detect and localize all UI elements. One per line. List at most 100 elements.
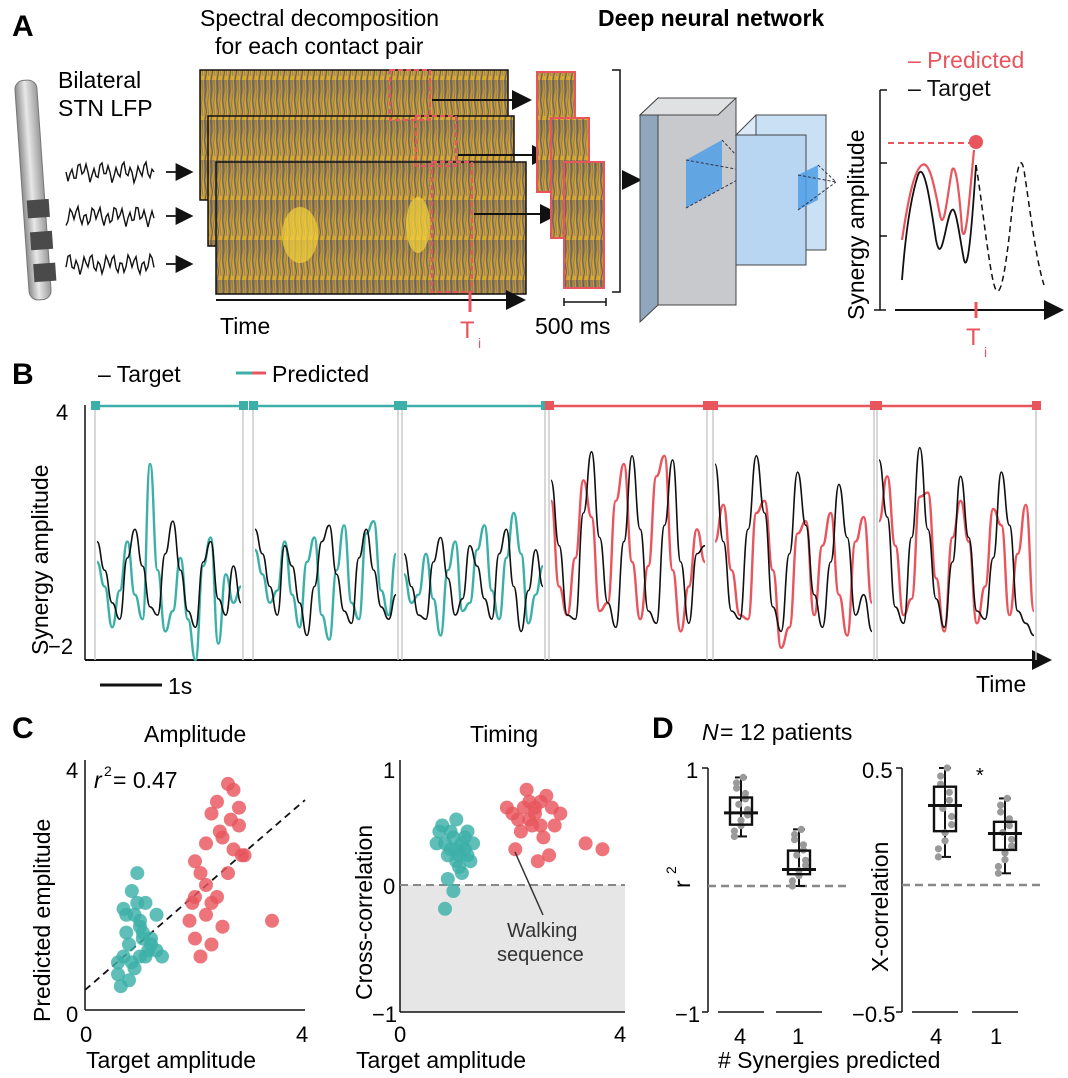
box-data-point [799, 841, 808, 849]
amp-xtick-0: 0 [80, 1022, 92, 1047]
panel-b-ytick-bottom: −2 [48, 634, 73, 659]
amp-r2-value: = 0.47 [113, 767, 178, 793]
scatter-point [226, 782, 241, 797]
amp-r2-sup: 2 [104, 763, 112, 779]
scatter-point [528, 800, 542, 815]
synergy-traces [91, 401, 1041, 662]
scatter-point [193, 949, 208, 964]
n-rest: = 12 patients [720, 719, 852, 745]
amp-title: Amplitude [144, 721, 246, 747]
box-data-point [1008, 835, 1016, 843]
scatter-point [449, 812, 464, 827]
panel-b: B – Target Predicted Synergy amplitude 4… [12, 358, 1052, 699]
timing-xtick-4: 4 [614, 1022, 626, 1047]
scatter-point [452, 848, 467, 863]
scatter-point [199, 907, 213, 922]
scatter-point [536, 830, 551, 845]
scatter-point [149, 907, 164, 922]
scale-label-500ms: 500 ms [535, 313, 610, 339]
box-data-point [948, 812, 956, 821]
scatter-point [440, 872, 455, 886]
window-1 [389, 69, 431, 121]
box-iqr [786, 849, 812, 876]
panel-label-a: A [12, 10, 34, 43]
scatter-point [553, 806, 568, 821]
panel-a: A Bilateral STN LFP Spectral decompositi… [12, 5, 1064, 360]
amp-ylabel: Predicted emplitude [29, 819, 55, 1022]
target-trace [550, 450, 706, 629]
dnn-layer-2 [734, 114, 837, 266]
box-data-point [934, 845, 943, 853]
crop-bracket [612, 69, 621, 293]
segment-marker [249, 401, 258, 410]
scatter-point [454, 866, 469, 881]
output-future-trace [975, 162, 1045, 293]
segment-marker [239, 401, 248, 410]
timing-ylabel: Cross-correlation [351, 825, 377, 1000]
panel-b-ylabel: Synergy amplitude [27, 465, 53, 656]
scatter-point [210, 794, 224, 809]
scatter-point [119, 925, 134, 940]
box-data-point [730, 827, 739, 835]
box-data-point [793, 851, 801, 859]
scatter-point [199, 878, 213, 892]
timing-xlabel: Target amplitude [356, 1047, 526, 1073]
target-trace [254, 524, 397, 637]
significance-star: * [976, 765, 984, 787]
scatter-point [188, 931, 202, 946]
box-data-point [737, 816, 745, 824]
lfp-trace [65, 159, 155, 186]
box-data-point [791, 830, 799, 839]
segment-marker [1032, 401, 1041, 410]
box-data-point [1003, 794, 1011, 803]
scatter-point [513, 824, 528, 839]
scatter-point [530, 854, 545, 869]
xc-ylabel: X-correlation [867, 842, 893, 972]
scatter-point [193, 866, 208, 881]
amp-points [111, 776, 279, 994]
scatter-point [595, 842, 610, 857]
scatter-point [188, 854, 202, 869]
timing-xtick-0: 0 [394, 1022, 406, 1047]
box-data-point [797, 825, 805, 834]
r2-boxes [724, 773, 816, 890]
spectrogram-stack [199, 69, 527, 295]
box-data-point [739, 773, 747, 782]
panel-b-ytick-top: 4 [56, 400, 68, 425]
box-data-point [934, 853, 943, 861]
predicted-trace [549, 454, 707, 633]
panel-label-d: D [652, 712, 674, 745]
scatter-point [265, 913, 279, 928]
scatter-point [133, 949, 147, 964]
scatter-point [519, 782, 534, 797]
segment-marker [545, 401, 554, 410]
box-data-point [1008, 842, 1016, 850]
xc-boxes [928, 764, 1022, 877]
segment-marker [703, 401, 712, 410]
box-data-point [997, 801, 1005, 809]
panel-d-xlabel: # Synergies predicted [718, 1047, 940, 1073]
scatter-point [111, 967, 125, 982]
scatter-point [182, 913, 197, 928]
box-data-point [1005, 822, 1014, 830]
box-data-point [945, 796, 954, 804]
predicted-trace [253, 519, 398, 641]
legend-target-a: – Target [908, 75, 991, 101]
output-ti-label: T [966, 324, 981, 351]
panel-label-b: B [12, 358, 34, 391]
scatter-point [155, 949, 169, 964]
scatter-point [463, 854, 478, 869]
predicted-trace [95, 462, 242, 662]
scatter-point [116, 901, 131, 916]
window-3 [431, 161, 473, 293]
scatter-point [130, 866, 145, 881]
predicted-trace [402, 511, 545, 637]
box-iqr [932, 785, 958, 833]
scatter-point [144, 931, 158, 946]
box-iqr [728, 796, 754, 826]
panel-d: D N = 12 patients 1 −1 r 2 4 1 0.5 −0.5 … [652, 712, 1042, 1073]
r2-xtick-4: 4 [734, 1024, 746, 1049]
box-data-point [937, 772, 945, 780]
box-data-point [788, 877, 797, 885]
xc-xtick-1: 1 [990, 1024, 1002, 1049]
